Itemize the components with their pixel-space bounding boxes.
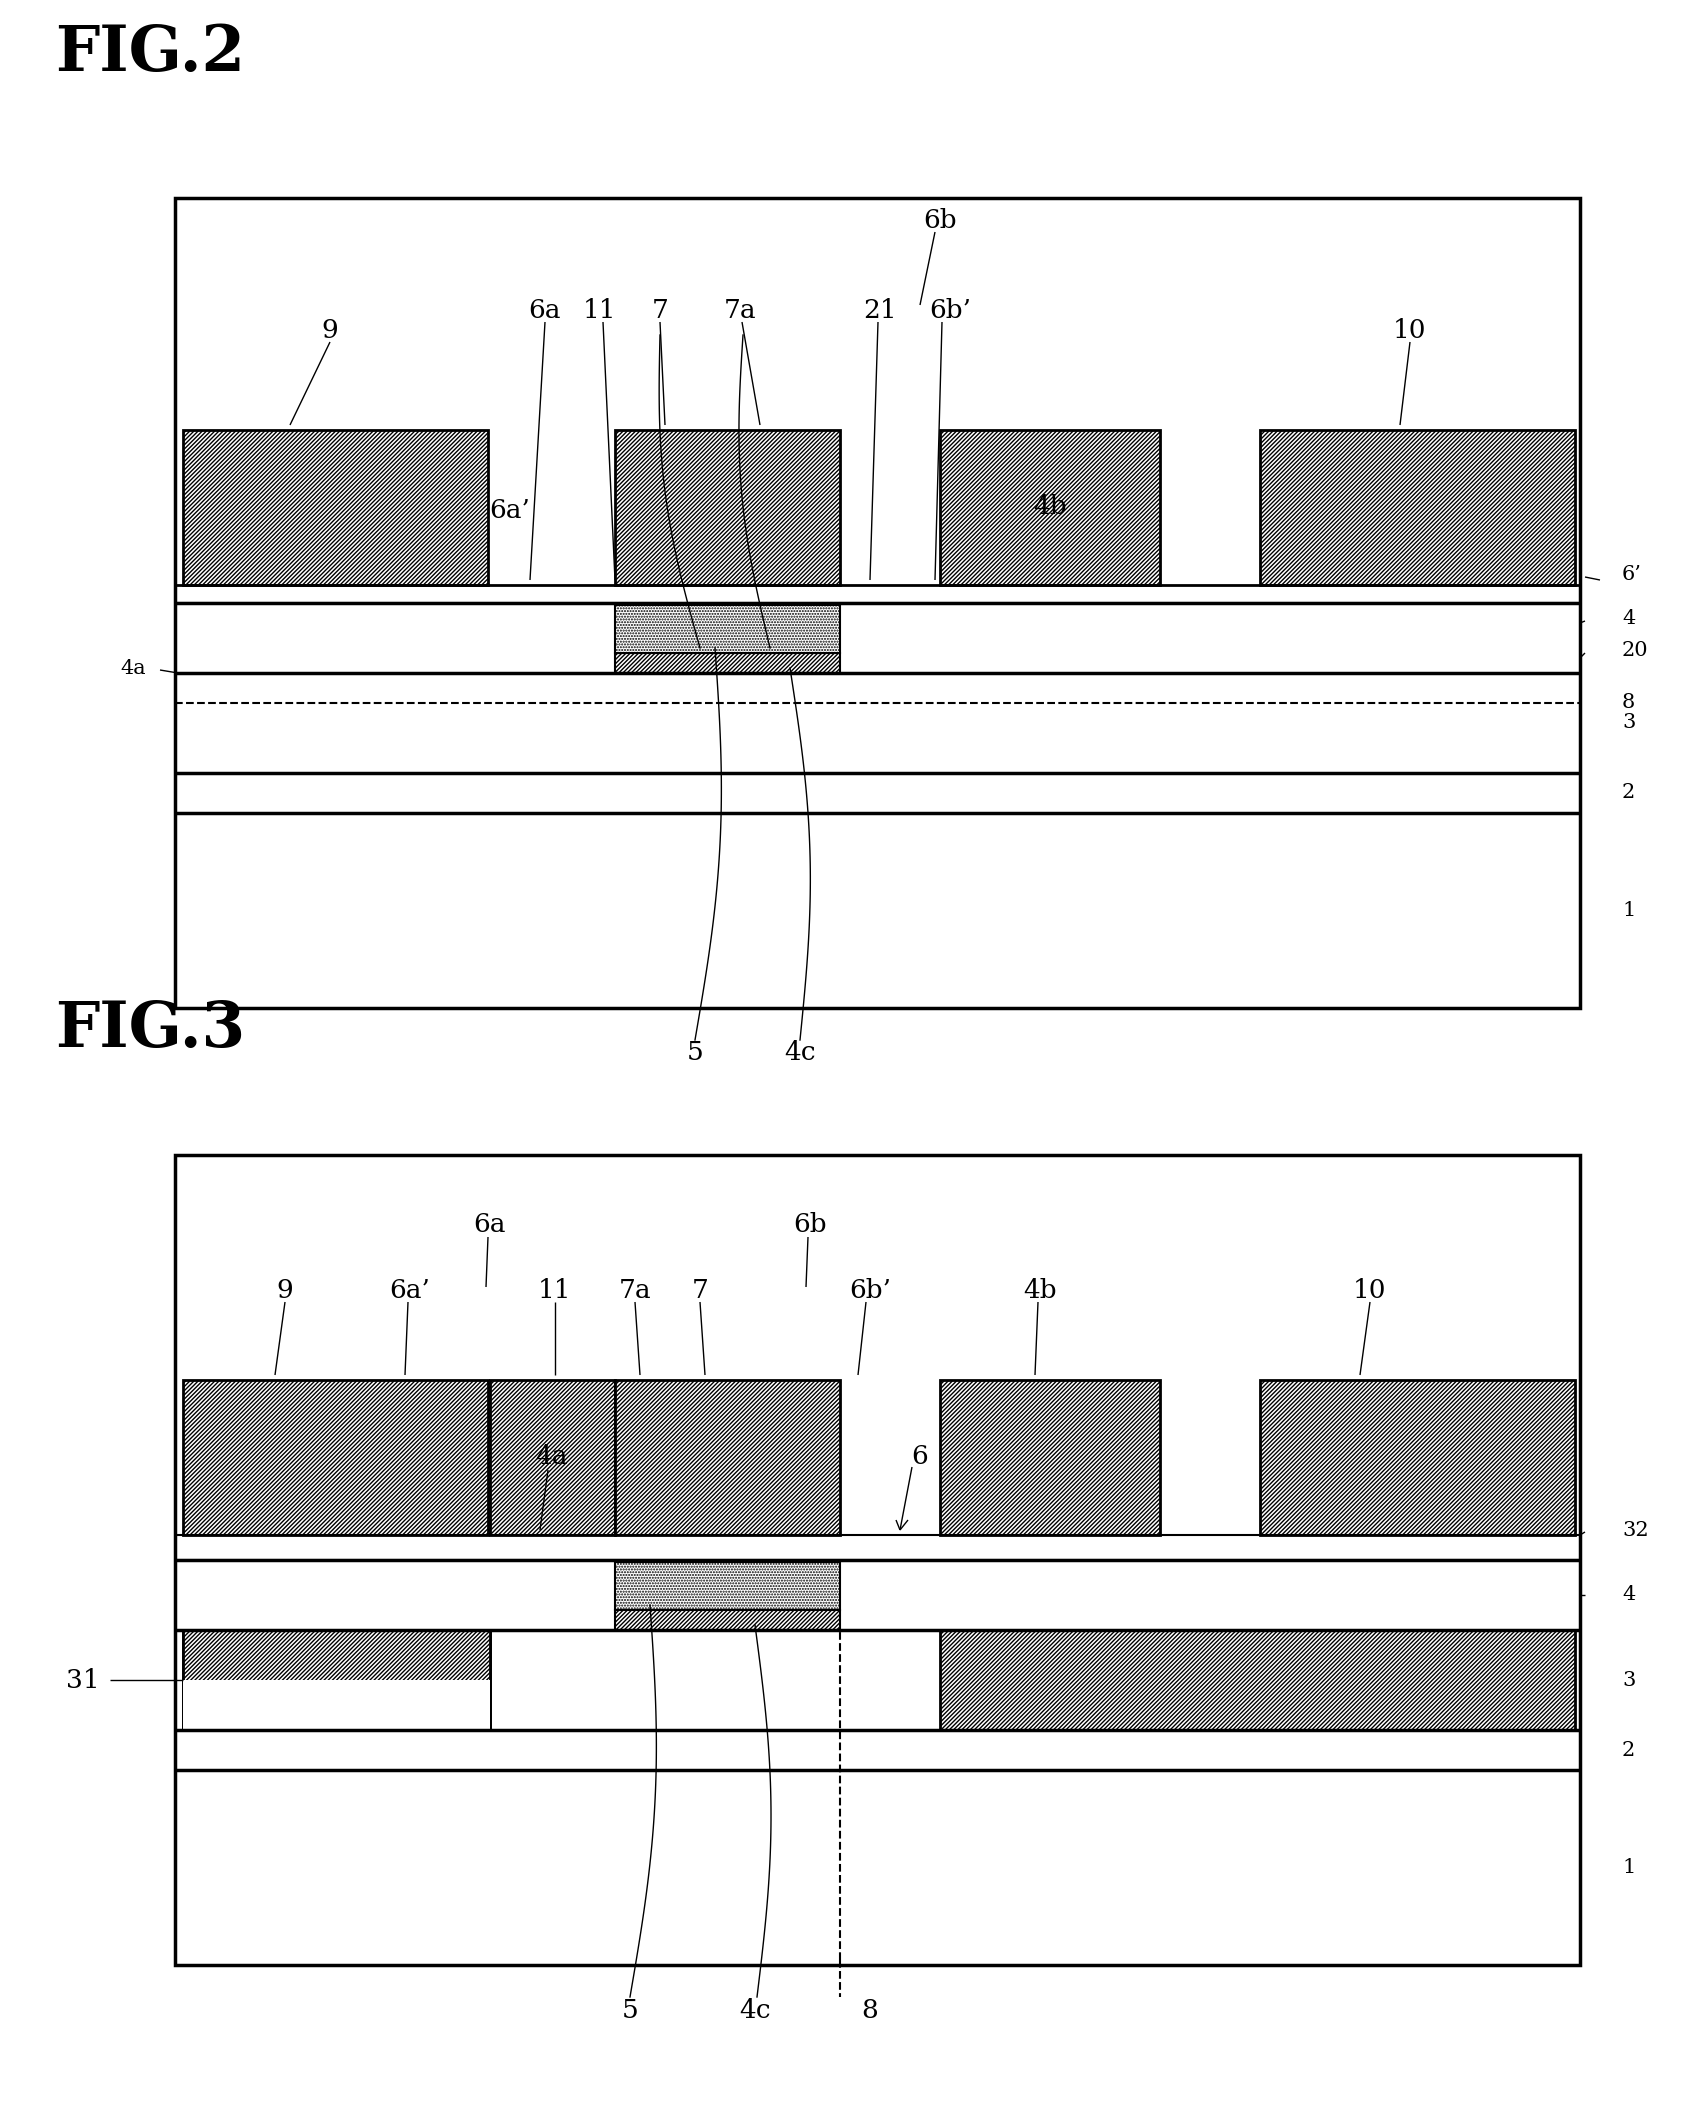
Text: 4c: 4c xyxy=(740,1997,770,2022)
Text: 6: 6 xyxy=(911,1444,928,1470)
Bar xyxy=(940,1629,1574,1731)
Bar xyxy=(490,1381,615,1536)
Text: 3: 3 xyxy=(1622,714,1635,733)
Bar xyxy=(615,1381,840,1536)
Text: 6a’: 6a’ xyxy=(389,1277,430,1302)
Text: 9: 9 xyxy=(277,1277,294,1302)
Text: 6b’: 6b’ xyxy=(928,297,971,323)
Text: FIG.3: FIG.3 xyxy=(54,998,245,1060)
Bar xyxy=(1260,1381,1574,1536)
Text: 7a: 7a xyxy=(724,297,756,323)
Text: 4b: 4b xyxy=(1023,1277,1057,1302)
Bar xyxy=(184,1680,490,1731)
Text: 31: 31 xyxy=(66,1667,100,1693)
Text: FIG.2: FIG.2 xyxy=(54,23,245,85)
Text: 20: 20 xyxy=(1622,641,1649,661)
Text: 7: 7 xyxy=(692,1277,709,1302)
Bar xyxy=(184,1629,490,1731)
Text: 5: 5 xyxy=(687,1041,704,1066)
Bar xyxy=(175,1155,1579,1965)
Text: 6b: 6b xyxy=(923,208,957,232)
Bar xyxy=(940,1381,1159,1536)
Text: 10: 10 xyxy=(1394,316,1426,342)
Text: 8: 8 xyxy=(1622,695,1635,712)
Text: 4: 4 xyxy=(1622,607,1635,627)
Bar xyxy=(615,1610,840,1629)
Text: 7a: 7a xyxy=(619,1277,651,1302)
Bar xyxy=(184,429,488,584)
Bar xyxy=(615,652,840,673)
Text: 6’: 6’ xyxy=(1622,565,1642,584)
Bar xyxy=(615,429,840,584)
Text: 4b: 4b xyxy=(1034,495,1068,520)
Bar xyxy=(615,1561,840,1610)
Text: 6b’: 6b’ xyxy=(848,1277,891,1302)
Text: 4a: 4a xyxy=(121,658,146,678)
Text: 21: 21 xyxy=(864,297,898,323)
Text: 6a: 6a xyxy=(474,1213,507,1238)
Text: 2: 2 xyxy=(1622,784,1635,803)
Text: 7: 7 xyxy=(651,297,668,323)
Bar xyxy=(184,1381,488,1536)
Text: 11: 11 xyxy=(539,1277,571,1302)
Text: 4a: 4a xyxy=(536,1444,568,1470)
Text: 6a’: 6a’ xyxy=(490,497,530,523)
Text: 6b: 6b xyxy=(794,1213,826,1238)
Text: 4: 4 xyxy=(1622,1585,1635,1604)
Text: 6a: 6a xyxy=(529,297,561,323)
Bar xyxy=(184,1629,490,1731)
Bar xyxy=(940,429,1159,584)
Text: 5: 5 xyxy=(622,1997,639,2022)
Text: 4c: 4c xyxy=(784,1041,816,1066)
Bar xyxy=(615,605,840,652)
Text: 3: 3 xyxy=(1622,1669,1635,1689)
Text: 1: 1 xyxy=(1622,901,1635,920)
Text: 8: 8 xyxy=(862,1997,879,2022)
Text: 10: 10 xyxy=(1353,1277,1387,1302)
Bar xyxy=(1260,429,1574,584)
Text: 9: 9 xyxy=(321,316,338,342)
Text: 11: 11 xyxy=(583,297,617,323)
Text: 2: 2 xyxy=(1622,1740,1635,1759)
Text: 32: 32 xyxy=(1622,1521,1649,1540)
Text: 1: 1 xyxy=(1622,1858,1635,1878)
Bar xyxy=(175,198,1579,1009)
